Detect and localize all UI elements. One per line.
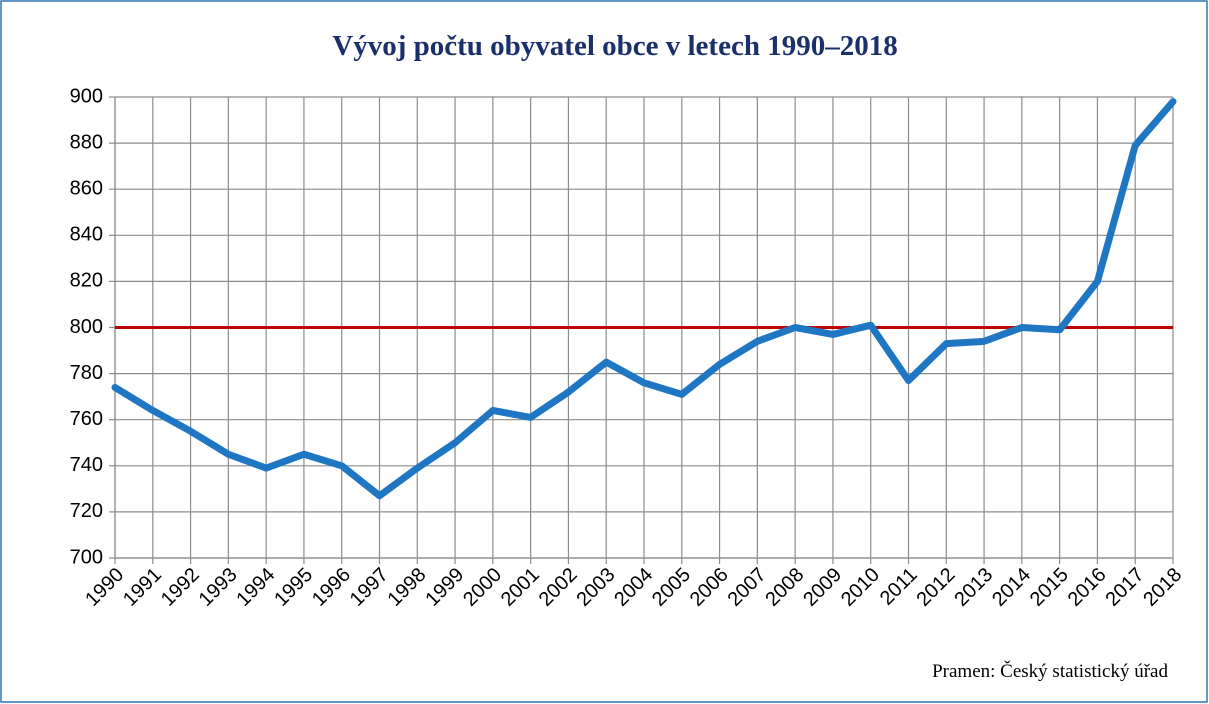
x-tick-label: 2006 xyxy=(686,564,733,611)
x-tick-label: 1999 xyxy=(421,564,468,611)
y-tick-label: 720 xyxy=(70,500,103,522)
x-tick-label: 1994 xyxy=(232,564,279,611)
x-tick-label: 2008 xyxy=(761,564,808,611)
chart-title: Vývoj počtu obyvatel obce v letech 1990–… xyxy=(332,30,897,62)
x-tick-label: 1996 xyxy=(308,564,355,611)
y-tick-label: 820 xyxy=(70,270,103,292)
x-tick-label: 1990 xyxy=(81,564,128,611)
x-tick-label: 1992 xyxy=(157,564,204,611)
x-tick-label: 2014 xyxy=(988,564,1035,611)
x-tick-label: 2012 xyxy=(913,564,960,611)
x-tick-label: 1993 xyxy=(195,564,242,611)
data-line xyxy=(111,98,1177,500)
y-tick-label: 860 xyxy=(70,177,103,199)
x-tick-label: 2018 xyxy=(1139,564,1186,611)
x-tick-label: 2004 xyxy=(610,564,657,611)
x-tick-label: 2016 xyxy=(1064,564,1111,611)
y-tick-label: 880 xyxy=(70,131,103,153)
x-tick-label: 2009 xyxy=(799,564,846,611)
y-tick-label: 800 xyxy=(70,316,103,338)
x-tick-label: 2007 xyxy=(724,564,771,611)
x-tick-label: 1995 xyxy=(270,564,317,611)
x-tick-label: 2013 xyxy=(950,564,997,611)
x-tick-label: 2001 xyxy=(497,564,544,611)
x-tick-label: 1997 xyxy=(346,564,393,611)
x-tick-label: 2000 xyxy=(459,564,506,611)
y-tick-label: 780 xyxy=(70,362,103,384)
y-tick-label: 700 xyxy=(70,546,103,568)
x-tick-label: 2005 xyxy=(648,564,695,611)
x-tick-label: 1991 xyxy=(119,564,166,611)
x-tick-label: 2017 xyxy=(1101,564,1148,611)
x-tick-label: 2015 xyxy=(1026,564,1073,611)
y-tick-label: 760 xyxy=(70,408,103,430)
x-tick-label: 2002 xyxy=(535,564,582,611)
y-tick-label: 840 xyxy=(70,224,103,246)
x-tick-label: 1998 xyxy=(384,564,431,611)
y-tick-label: 900 xyxy=(70,85,103,107)
x-tick-label: 2003 xyxy=(572,564,619,611)
source-note: Pramen: Český statistický úřad xyxy=(932,660,1168,682)
y-tick-label: 740 xyxy=(70,454,103,476)
x-tick-label: 2010 xyxy=(837,564,884,611)
x-tick-label: 2011 xyxy=(876,564,922,610)
